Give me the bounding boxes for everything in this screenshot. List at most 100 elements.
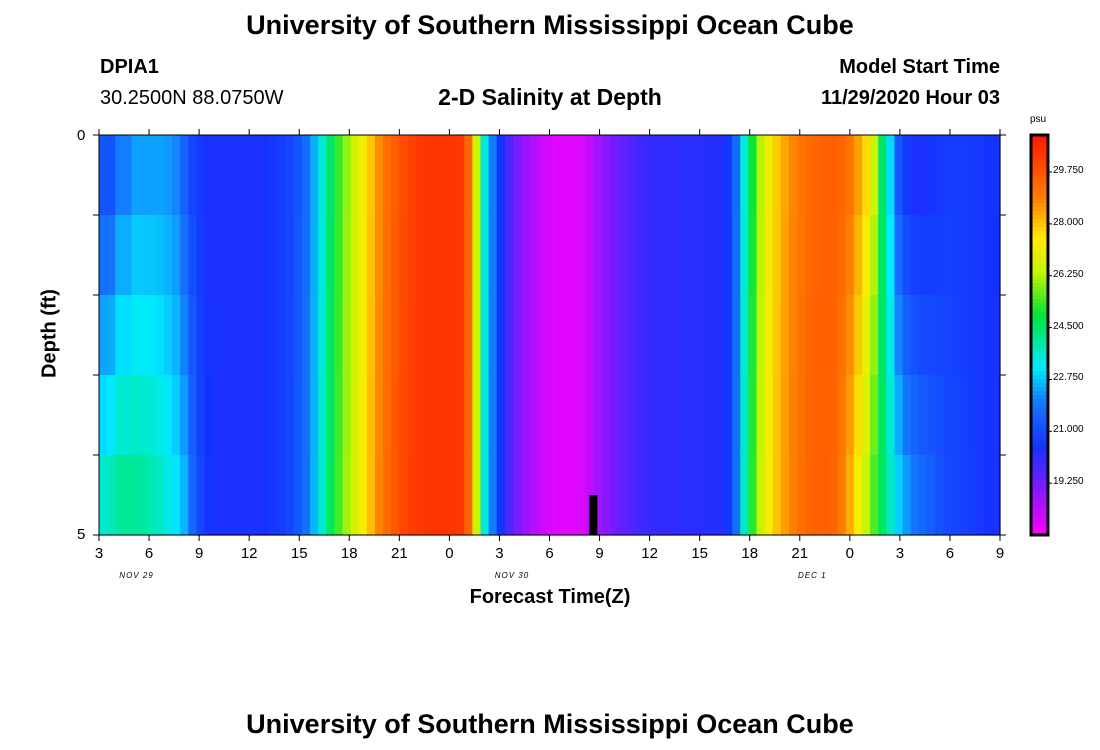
colorbar-swatch xyxy=(1031,499,1048,504)
heatmap-cell xyxy=(780,215,790,296)
colorbar-swatch xyxy=(1031,435,1048,440)
heatmap-cell xyxy=(748,455,758,536)
colorbar-swatch xyxy=(1031,471,1048,476)
heatmap-cell xyxy=(910,455,920,536)
heatmap-cell xyxy=(943,375,952,456)
heatmap-cell xyxy=(569,375,579,456)
colorbar-swatch xyxy=(1031,407,1048,412)
colorbar-swatch xyxy=(1031,295,1048,300)
heatmap-cell xyxy=(423,375,433,456)
heatmap-cell xyxy=(699,295,709,376)
heatmap-cell xyxy=(99,375,108,456)
heatmap-cell xyxy=(228,135,238,216)
heatmap-cell xyxy=(748,375,758,456)
heatmap-cell xyxy=(204,375,214,456)
heatmap-cell xyxy=(943,295,952,376)
heatmap-cell xyxy=(918,455,928,536)
heatmap-cell xyxy=(943,135,952,216)
heatmap-cell xyxy=(269,375,279,456)
x-date-label: DEC 1 xyxy=(798,571,827,580)
heatmap-cell xyxy=(448,135,457,216)
colorbar-swatch xyxy=(1031,299,1048,304)
colorbar-swatch xyxy=(1031,247,1048,252)
heatmap-cell xyxy=(715,455,725,536)
heatmap-cell xyxy=(431,215,441,296)
colorbar-swatch xyxy=(1031,303,1048,308)
heatmap-cell xyxy=(902,375,912,456)
heatmap-cell xyxy=(537,295,547,376)
heatmap-cell xyxy=(975,215,985,296)
colorbar-swatch xyxy=(1031,311,1048,316)
heatmap-cell xyxy=(220,295,230,376)
heatmap-cell xyxy=(935,135,944,216)
heatmap-cell xyxy=(626,135,636,216)
heatmap-cell xyxy=(959,295,969,376)
heatmap-cell xyxy=(910,295,920,376)
heatmap-cell xyxy=(293,215,303,296)
heatmap-cell xyxy=(740,135,749,216)
colorbar-swatch xyxy=(1031,391,1048,396)
heatmap-cell xyxy=(829,215,839,296)
heatmap-cell xyxy=(821,375,831,456)
heatmap-cell xyxy=(220,135,230,216)
heatmap-cell xyxy=(155,295,165,376)
heatmap-cell xyxy=(350,455,360,536)
heatmap-cell xyxy=(342,295,352,376)
heatmap-cell xyxy=(204,215,214,296)
heatmap-cell xyxy=(772,375,782,456)
heatmap-cell xyxy=(172,295,181,376)
heatmap-cell xyxy=(951,375,961,456)
heatmap-cell xyxy=(196,135,206,216)
heatmap-cell xyxy=(423,135,433,216)
heatmap-cell xyxy=(991,375,1001,456)
heatmap-cell xyxy=(334,375,344,456)
heatmap-cell xyxy=(350,215,360,296)
colorbar-tick-label: 26.250 xyxy=(1053,268,1084,280)
heatmap-cell xyxy=(212,295,222,376)
heatmap-cell xyxy=(366,295,376,376)
heatmap-cell xyxy=(334,215,344,296)
heatmap-cell xyxy=(837,375,847,456)
colorbar-swatch xyxy=(1031,495,1048,500)
heatmap-cell xyxy=(131,135,141,216)
heatmap-cell xyxy=(512,295,522,376)
heatmap-cell xyxy=(228,375,238,456)
colorbar-swatch xyxy=(1031,443,1048,448)
colorbar-swatch xyxy=(1031,451,1048,456)
heatmap-cell xyxy=(431,455,441,536)
heatmap-cell xyxy=(740,215,749,296)
heatmap-cell xyxy=(732,135,741,216)
heatmap-cell xyxy=(683,375,693,456)
heatmap-cell xyxy=(415,135,425,216)
heatmap-cell xyxy=(407,295,417,376)
heatmap-cell xyxy=(188,375,198,456)
heatmap-cell xyxy=(496,135,506,216)
heatmap-cell xyxy=(326,295,335,376)
colorbar-swatch xyxy=(1031,275,1048,280)
heatmap-cell xyxy=(951,215,961,296)
heatmap-cell xyxy=(180,215,189,296)
page-title: University of Southern Mississippi Ocean… xyxy=(246,10,854,40)
heatmap-cell xyxy=(504,215,514,296)
heatmap-cell xyxy=(448,455,457,536)
x-tick-label: 9 xyxy=(595,545,604,562)
heatmap-cell xyxy=(894,135,904,216)
heatmap-cell xyxy=(196,375,206,456)
heatmap-cell xyxy=(951,135,961,216)
x-tick-label: 21 xyxy=(791,545,809,562)
heatmap-cell xyxy=(431,375,441,456)
heatmap-cell xyxy=(732,455,741,536)
heatmap-cell xyxy=(878,455,887,536)
heatmap-cell xyxy=(918,375,928,456)
heatmap-cell xyxy=(935,215,944,296)
heatmap-cell xyxy=(301,135,311,216)
heatmap-cell xyxy=(724,215,733,296)
x-tick-label: 18 xyxy=(741,545,759,562)
heatmap-cell xyxy=(464,215,473,296)
heatmap-cell xyxy=(553,295,563,376)
x-tick-label: 21 xyxy=(390,545,408,562)
heatmap-cell xyxy=(902,455,912,536)
heatmap-cell xyxy=(245,215,254,296)
heatmap-cell xyxy=(391,375,400,456)
heatmap-cell xyxy=(188,215,198,296)
